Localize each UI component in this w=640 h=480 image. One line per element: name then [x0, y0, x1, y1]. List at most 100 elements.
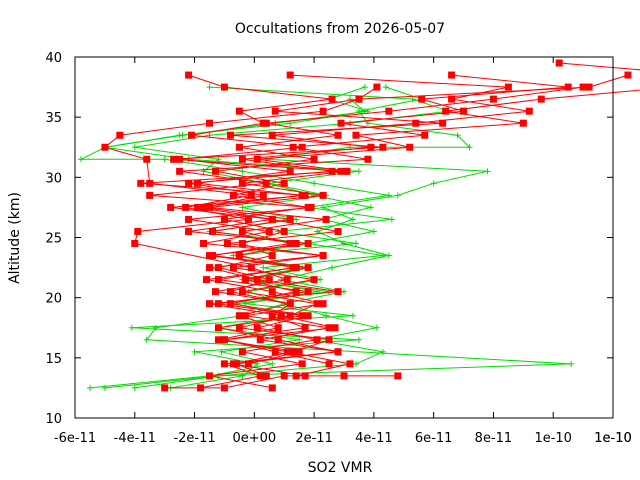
red-data-point — [268, 131, 276, 139]
green-data-point — [215, 156, 222, 163]
green-data-point — [385, 192, 392, 199]
red-data-point — [167, 203, 175, 211]
x-axis-label: SO2 VMR — [308, 460, 373, 476]
green-data-point — [364, 120, 371, 127]
red-data-point — [265, 227, 273, 235]
red-data-point — [394, 372, 402, 380]
red-data-point — [271, 348, 279, 356]
red-data-point — [624, 71, 632, 79]
red-data-point — [206, 264, 213, 272]
red-data-point — [211, 288, 219, 296]
red-data-point — [131, 240, 139, 248]
red-data-point — [220, 336, 228, 344]
y-axis-label: Altitude (km) — [7, 192, 23, 284]
red-data-point — [220, 215, 228, 223]
green-data-point — [191, 348, 198, 355]
red-data-point — [310, 155, 318, 163]
green-data-point — [311, 192, 318, 199]
red-data-point — [537, 95, 545, 103]
red-data-point — [229, 264, 237, 272]
red-data-point — [256, 336, 264, 344]
green-data-point — [329, 264, 336, 271]
red-data-point — [235, 107, 243, 115]
red-data-point — [379, 143, 387, 151]
red-data-point — [298, 143, 306, 151]
red-data-point — [259, 119, 267, 127]
red-data-point — [188, 131, 196, 139]
red-data-point — [301, 324, 309, 332]
red-data-point — [564, 83, 572, 91]
red-data-point — [226, 288, 234, 296]
green-data-point — [355, 168, 362, 175]
red-data-point — [238, 179, 246, 187]
red-data-point — [277, 312, 285, 320]
red-data-point — [313, 300, 321, 308]
red-data-point — [146, 191, 154, 199]
green-data-point — [394, 192, 401, 199]
red-data-point — [241, 312, 249, 320]
red-data-point — [286, 167, 294, 175]
green-data-point — [86, 384, 93, 391]
red-data-point — [283, 276, 291, 284]
x-tick-label: -2e-11 — [173, 431, 215, 446]
green-data-point — [341, 240, 347, 247]
x-tick-label: -6e-11 — [54, 431, 96, 446]
red-data-point — [274, 324, 282, 332]
red-data-point — [364, 155, 372, 163]
red-data-point — [229, 360, 237, 368]
red-data-point — [268, 312, 276, 320]
red-data-point — [298, 312, 306, 320]
green-data-point — [466, 144, 473, 151]
red-data-point — [412, 119, 420, 127]
red-data-point — [367, 143, 375, 151]
red-data-point — [244, 360, 252, 368]
red-data-point — [504, 83, 512, 91]
axes: -6e-11 -4e-11 -2e-11 0e+00 2e-11 4e-11 6e-11 8e… — [45, 51, 631, 446]
red-data-point — [214, 300, 222, 308]
red-data-point — [489, 95, 497, 103]
red-data-point — [373, 83, 381, 91]
y-tick-label: 25 — [45, 232, 62, 247]
green-data-point — [311, 180, 318, 187]
red-data-point — [448, 95, 456, 103]
green-data-point — [361, 84, 368, 91]
y-tick-label: 30 — [45, 171, 62, 186]
red-data-point — [200, 203, 208, 211]
red-data-point — [194, 203, 202, 211]
chart-title: Occultations from 2026-05-07 — [235, 21, 445, 37]
red-data-point — [310, 276, 318, 284]
red-data-point — [262, 372, 270, 380]
red-data-point — [176, 167, 184, 175]
x-tick-label: -4e-11 — [114, 431, 156, 446]
y-tick-label: 35 — [45, 111, 62, 126]
red-data-point — [238, 155, 246, 163]
red-data-point — [223, 240, 231, 248]
green-data-point — [367, 204, 374, 211]
red-series-line — [103, 74, 629, 377]
red-data-point — [268, 384, 276, 392]
red-data-point — [334, 227, 342, 235]
green-data-point — [382, 84, 389, 91]
red-data-point — [101, 143, 109, 151]
red-data-point — [328, 167, 336, 175]
green-data-point — [388, 216, 395, 223]
red-data-point — [214, 336, 222, 344]
red-data-point — [286, 215, 294, 223]
red-data-point — [460, 107, 468, 115]
red-data-point — [292, 372, 300, 380]
red-data-point — [418, 95, 426, 103]
red-data-point — [220, 384, 228, 392]
red-data-point — [295, 348, 303, 356]
green-data-point — [131, 384, 138, 391]
red-data-point — [265, 276, 273, 284]
red-data-point — [238, 227, 246, 235]
green-data-point — [296, 336, 303, 343]
red-data-point — [355, 95, 363, 103]
red-data-point — [197, 384, 205, 392]
red-data-point — [292, 288, 300, 296]
red-data-point — [385, 107, 393, 115]
red-data-point — [185, 227, 193, 235]
red-data-point — [235, 324, 243, 332]
red-data-point — [268, 215, 276, 223]
